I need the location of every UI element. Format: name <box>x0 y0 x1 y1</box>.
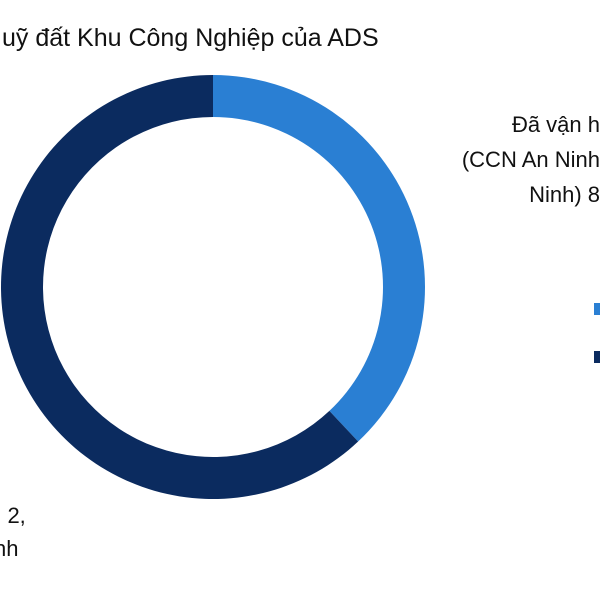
legend-swatch <box>594 351 600 363</box>
donut-segment <box>213 75 425 442</box>
segment-label: Ninh) 8 <box>529 182 600 207</box>
segment-label: ) 2, <box>0 503 26 528</box>
segment-label: nh <box>0 536 18 561</box>
legend-swatch <box>594 303 600 315</box>
donut-segment <box>0 75 359 500</box>
chart-title: uỹ đất Khu Công Nghiệp của ADS <box>2 24 379 52</box>
segment-label: (CCN An Ninh <box>462 147 600 172</box>
segment-label: Đã vận h <box>512 112 600 137</box>
